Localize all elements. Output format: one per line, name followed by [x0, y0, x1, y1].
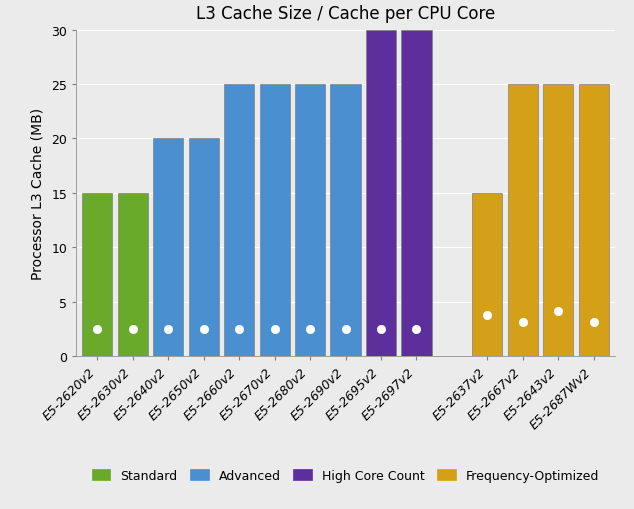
Bar [82, 193, 112, 356]
Bar [366, 31, 396, 356]
Title: L3 Cache Size / Cache per CPU Core: L3 Cache Size / Cache per CPU Core [196, 6, 495, 23]
Bar [259, 85, 290, 356]
Bar [472, 193, 502, 356]
Bar [330, 85, 361, 356]
Bar [579, 85, 609, 356]
Bar [295, 85, 325, 356]
Bar [224, 85, 254, 356]
Y-axis label: Processor L3 Cache (MB): Processor L3 Cache (MB) [30, 107, 44, 279]
Legend: Standard, Advanced, High Core Count, Frequency-Optimized: Standard, Advanced, High Core Count, Fre… [87, 464, 604, 487]
Bar [401, 31, 432, 356]
Bar [543, 85, 573, 356]
Bar [189, 139, 219, 356]
Bar [118, 193, 148, 356]
Bar [508, 85, 538, 356]
Bar [153, 139, 183, 356]
